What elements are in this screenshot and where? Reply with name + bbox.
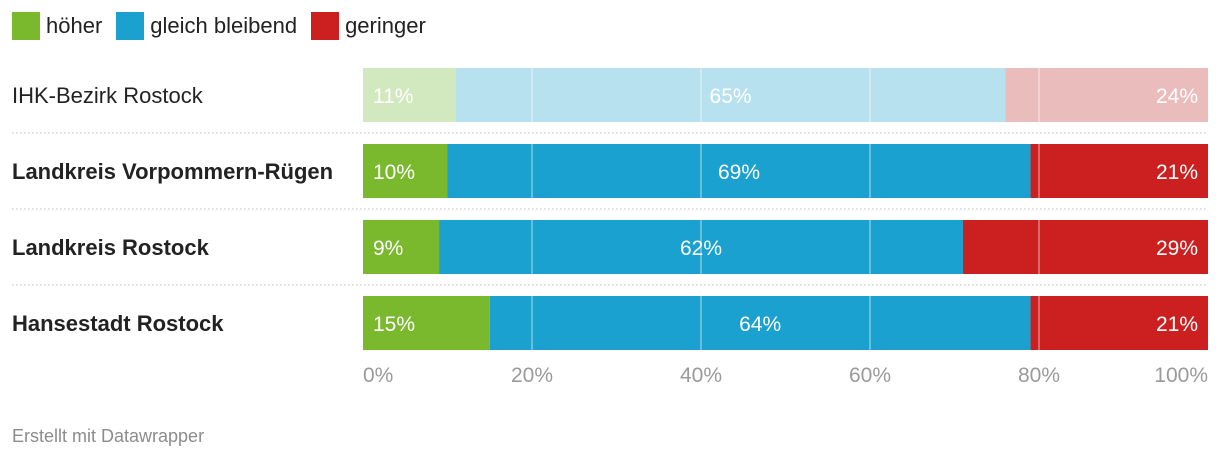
bar-segment-hoeher: [363, 220, 440, 274]
legend-swatch-geringer: [311, 12, 340, 40]
x-tick-label: 40%: [680, 364, 722, 387]
datawrapper-credit[interactable]: Erstellt mit Datawrapper: [12, 426, 205, 446]
data-label-hoeher: 10%: [373, 161, 415, 184]
data-label-geringer: 29%: [1156, 237, 1198, 260]
legend-item-geringer: geringer: [311, 12, 426, 40]
bar-segment-hoeher: [363, 296, 490, 350]
category-label-landkreis-rostock: Landkreis Rostock: [12, 235, 210, 260]
data-label-gleich-bleibend: 65%: [710, 85, 752, 108]
x-tick-label: 100%: [1154, 364, 1208, 387]
data-label-geringer: 21%: [1156, 161, 1198, 184]
x-tick-label: 80%: [1018, 364, 1060, 387]
legend-item-gleich-bleibend: gleich bleibend: [116, 12, 297, 40]
data-label-gleich-bleibend: 62%: [680, 237, 722, 260]
legend-swatch-hoeher: [12, 12, 40, 40]
bar-segment-gleich-bleibend: [489, 296, 1031, 350]
data-label-geringer: 21%: [1156, 313, 1198, 336]
x-tick-label: 60%: [849, 364, 891, 387]
legend-item-hoeher: höher: [12, 12, 102, 40]
bar-segment-geringer: [1030, 144, 1208, 198]
bar-segment-geringer: [962, 220, 1208, 274]
category-label-ihk-bezirk-rostock: IHK-Bezirk Rostock: [12, 83, 204, 108]
legend-label-geringer: geringer: [345, 13, 426, 38]
x-tick-label: 0%: [363, 364, 393, 387]
x-tick-label: 20%: [511, 364, 553, 387]
legend-label-gleich-bleibend: gleich bleibend: [150, 13, 298, 38]
legend-swatch-gleich-bleibend: [116, 12, 145, 40]
bar-segment-gleich-bleibend: [455, 68, 1006, 122]
category-label-landkreis-vorpommern-ruegen: Landkreis Vorpommern-Rügen: [12, 159, 333, 184]
legend-label-hoeher: höher: [46, 13, 103, 38]
data-label-hoeher: 15%: [373, 313, 415, 336]
data-label-gleich-bleibend: 64%: [739, 313, 781, 336]
category-label-hansestadt-rostock: Hansestadt Rostock: [12, 311, 224, 336]
bar-segment-gleich-bleibend: [447, 144, 1031, 198]
data-label-gleich-bleibend: 69%: [718, 161, 760, 184]
data-label-hoeher: 11%: [373, 85, 413, 108]
data-label-geringer: 24%: [1156, 85, 1198, 108]
bar-segment-geringer: [1030, 296, 1208, 350]
bar-segment-hoeher: [363, 144, 448, 198]
data-label-hoeher: 9%: [373, 237, 403, 260]
legend: höher gleich bleibend geringer: [12, 10, 440, 42]
bar-segment-hoeher: [363, 68, 456, 122]
